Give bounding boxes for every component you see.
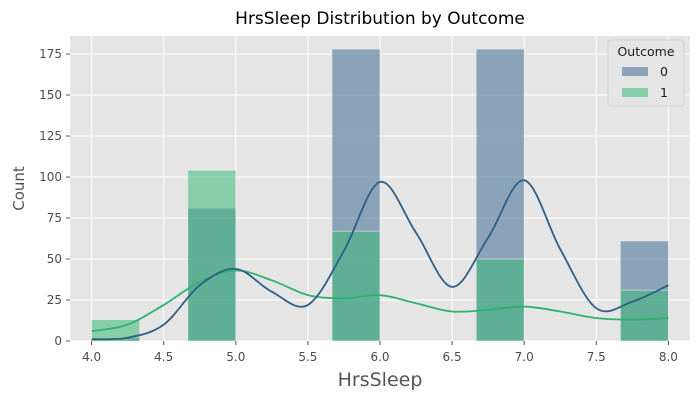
bars (91, 48, 669, 342)
chart-title: HrsSleep Distribution by Outcome (235, 9, 525, 29)
bar-outcome-1 (331, 230, 381, 342)
x-tick-label: 8.0 (659, 350, 678, 364)
legend-title: Outcome (617, 44, 674, 59)
x-tick-label: 5.0 (226, 350, 245, 364)
axis-ticks: 4.0 4.5 5.0 5.5 6.0 6.5 7.0 7.5 8.0 0 25 50 75 100 125… (39, 47, 678, 364)
x-tick-label: 5.5 (298, 350, 317, 364)
kde-curves (91, 179, 669, 341)
x-axis-title: HrsSleep (338, 369, 423, 391)
y-tick-label: 75 (47, 211, 62, 225)
y-tick-label: 175 (39, 47, 62, 61)
kde-line-outcome-0 (91, 179, 669, 341)
y-tick-label: 0 (54, 334, 62, 348)
legend-label-outcome-0: 0 (660, 64, 668, 79)
kde-line-outcome-1 (91, 269, 669, 333)
bar-outcome-1 (620, 289, 669, 342)
x-tick-label: 6.5 (443, 350, 462, 364)
x-tick-label: 4.0 (82, 350, 101, 364)
x-tick-label: 4.5 (154, 350, 173, 364)
bar-outcome-1 (187, 170, 237, 342)
y-tick-label: 150 (39, 88, 62, 102)
x-tick-label: 7.5 (587, 350, 606, 364)
x-tick-label: 7.0 (515, 350, 534, 364)
legend: Outcome 0 1 (607, 39, 685, 107)
y-axis-title: Count (10, 166, 28, 211)
x-tick-label: 6.0 (370, 350, 389, 364)
y-tick-label: 100 (39, 170, 62, 184)
y-tick-label: 25 (47, 293, 62, 307)
legend-swatch-outcome-1 (622, 88, 648, 97)
y-tick-label: 125 (39, 129, 62, 143)
legend-label-outcome-1: 1 (660, 85, 668, 100)
bar-outcome-1 (475, 258, 525, 342)
legend-swatch-outcome-0 (622, 67, 648, 76)
y-tick-label: 50 (47, 252, 62, 266)
